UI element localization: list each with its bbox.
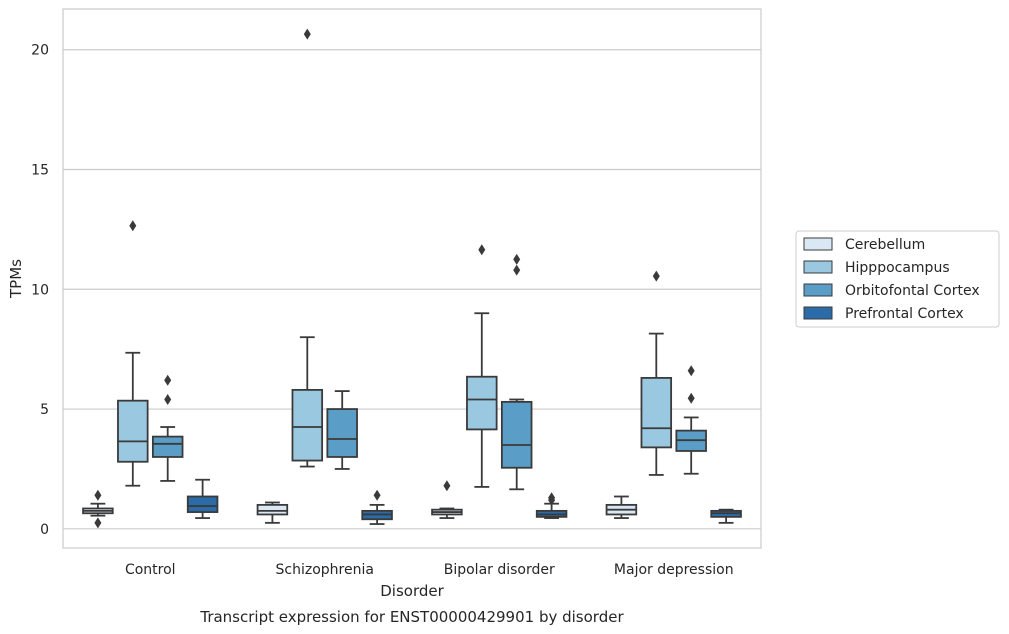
legend-swatch (803, 306, 833, 320)
legend-label: Orbitofontal Cortex (845, 283, 980, 299)
box (151, 374, 184, 482)
box (117, 220, 149, 487)
box-iqr (291, 388, 324, 462)
y-axis-label: TPMs (7, 259, 25, 299)
outlier-point (548, 494, 556, 506)
x-tick-label: Schizophrenia (276, 562, 374, 578)
box (82, 489, 114, 529)
box (640, 270, 673, 476)
legend-swatch (803, 260, 833, 274)
outlier-point (164, 374, 172, 386)
series-orbitofontal-cortex (151, 253, 707, 491)
box-iqr (117, 399, 149, 463)
outlier-point (687, 392, 695, 404)
box (256, 501, 289, 524)
plot-frame (62, 8, 762, 549)
box-iqr (151, 435, 184, 458)
y-tick-label: 0 (40, 522, 49, 538)
outlier-point (164, 393, 172, 405)
outlier-point (443, 480, 451, 492)
legend: Cerebellum Hipppocampus Orbitofontal Corte… (795, 230, 1000, 328)
outlier-point (94, 517, 102, 529)
x-tick-label: Major depression (614, 562, 734, 578)
box (605, 495, 638, 519)
y-axis-ticks: 0 5 10 15 20 (31, 43, 49, 538)
box (361, 489, 393, 525)
x-tick-label: Control (125, 562, 176, 578)
outlier-point (687, 365, 695, 377)
legend-label: Cerebellum (845, 237, 925, 253)
box-series (82, 28, 742, 529)
outlier-point (478, 244, 486, 256)
box (186, 478, 219, 519)
outlier-point (513, 264, 521, 276)
outlier-point (94, 489, 102, 501)
legend-swatch (803, 283, 833, 297)
box (500, 253, 533, 491)
x-axis-ticks: Control Schizophrenia Bipolar disorder Majo… (125, 562, 734, 578)
box (466, 244, 498, 488)
outlier-point (373, 489, 381, 501)
box-iqr (186, 495, 219, 513)
x-axis-label: Disorder (380, 582, 444, 600)
series-prefrontal-cortex (186, 478, 742, 525)
series-hipppocampus (117, 28, 673, 488)
box-iqr (466, 375, 498, 431)
box (326, 390, 358, 470)
chart-caption: Transcript expression for ENST0000042990… (199, 608, 624, 626)
box (431, 480, 463, 519)
box (710, 508, 742, 524)
y-tick-label: 5 (40, 402, 49, 418)
box-iqr (500, 400, 533, 469)
series-cerebellum (82, 480, 638, 529)
x-tick-label: Bipolar disorder (444, 562, 555, 578)
box (535, 492, 568, 519)
legend-swatch (803, 237, 833, 251)
box (675, 365, 707, 475)
box-iqr (326, 408, 358, 458)
legend-label: Prefrontal Cortex (845, 306, 964, 322)
outlier-point (303, 28, 311, 40)
box-iqr (640, 377, 673, 449)
y-tick-label: 15 (31, 163, 49, 179)
box (291, 28, 324, 468)
box-iqr (256, 503, 289, 516)
outlier-point (513, 253, 521, 265)
outlier-point (129, 220, 137, 232)
y-tick-label: 10 (31, 282, 49, 298)
outlier-point (652, 270, 660, 282)
legend-frame (795, 230, 1000, 328)
legend-label: Hipppocampus (845, 260, 950, 276)
y-tick-label: 20 (31, 43, 49, 59)
